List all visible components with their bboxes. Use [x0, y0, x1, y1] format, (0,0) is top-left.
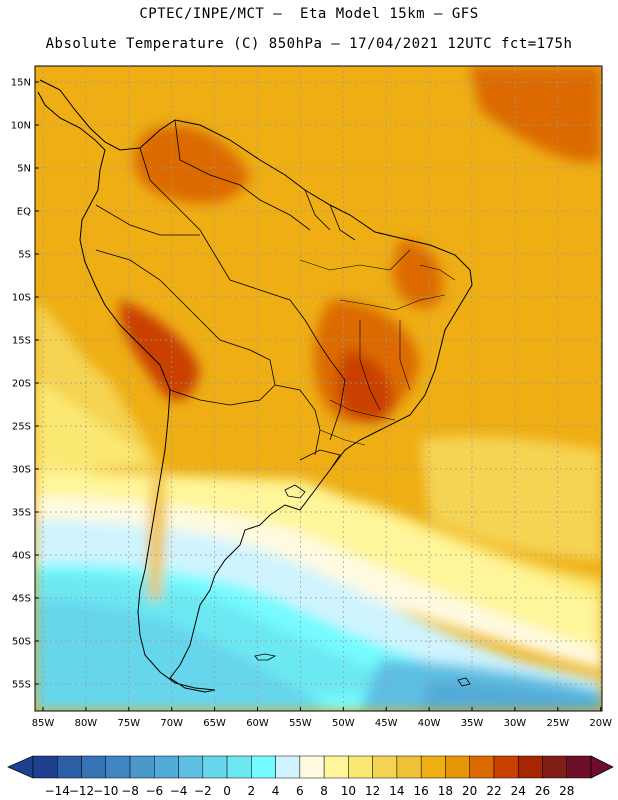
lat-label: 25S [12, 422, 31, 433]
lat-label: 10S [12, 293, 31, 304]
colorbar-swatch [202, 755, 228, 779]
lat-label: 50S [12, 637, 31, 648]
lat-label: 45S [12, 594, 31, 605]
colorbar-label: 24 [511, 784, 526, 798]
colorbar-label: 12 [365, 784, 380, 798]
color-scale-labels: −14−12−10 −8 −6 −4 −2 0 2 4 6 8 10 12 14 16 18 20 22 24 26… [45, 784, 575, 798]
colorbar-label: −10 [93, 784, 118, 798]
colorbar-label: −14 [45, 784, 70, 798]
colorbar-swatch [420, 755, 446, 779]
colorbar-label: 22 [486, 784, 501, 798]
map-title-line2: Absolute Temperature (C) 850hPa – 17/04/… [45, 36, 573, 52]
colorbar-swatch [372, 755, 398, 779]
lon-label: 85W [32, 718, 55, 729]
colorbar-label: −2 [194, 784, 212, 798]
colorbar-swatch [299, 755, 325, 779]
colorbar-swatch [396, 755, 422, 779]
longitude-labels: 85W 80W 75W 70W 65W 60W 55W 50W 45W 40W 35W 30W 25W 2… [32, 707, 612, 729]
lon-label: 25W [546, 718, 569, 729]
colorbar-swatch [105, 755, 131, 779]
colorbar-label: 20 [462, 784, 477, 798]
colorbar-left-arrow [7, 755, 34, 779]
lat-label: 40S [12, 551, 31, 562]
latitude-labels: 15N 10N 5N EQ 5S 10S 15S 20S 25S 30S 35S 40S 45S 50S 5… [11, 78, 39, 691]
lon-label: 75W [117, 718, 140, 729]
colorbar-label: 8 [320, 784, 328, 798]
colorbar-swatch [32, 755, 58, 779]
lat-label: 15N [11, 78, 31, 89]
colorbar-label: 0 [223, 784, 231, 798]
colorbar-swatch [445, 755, 470, 779]
colorbar-swatch [226, 755, 252, 779]
colorbar-swatch [493, 755, 519, 779]
state-borders [299, 249, 456, 446]
coastal-features [254, 484, 471, 687]
country-borders [95, 119, 356, 471]
colorbar-swatch [517, 755, 543, 779]
colorbar-swatch [566, 755, 592, 779]
lon-label: 65W [203, 718, 226, 729]
colorbar-swatch [178, 755, 204, 779]
lat-label: 15S [12, 336, 31, 347]
colorbar-label: 6 [296, 784, 304, 798]
lat-label: 30S [12, 465, 31, 476]
colorbar-label: −12 [69, 784, 94, 798]
lat-label: 35S [12, 508, 31, 519]
colorbar-swatch [275, 755, 301, 779]
lon-label: 60W [246, 718, 269, 729]
coastline [37, 79, 473, 693]
colorbar-swatch [81, 755, 107, 779]
colorbar-right-arrow [590, 755, 614, 779]
lon-label: 55W [289, 718, 312, 729]
colorbar-label: 4 [272, 784, 280, 798]
colorbar-label: 18 [438, 784, 453, 798]
colorbar-label: −6 [145, 784, 163, 798]
lon-label: 20W [589, 718, 612, 729]
colorbar-swatch [154, 755, 179, 779]
colorbar-swatch [251, 755, 276, 779]
lon-label: 35W [461, 718, 484, 729]
lon-label: 50W [332, 718, 355, 729]
lat-label: EQ [17, 207, 31, 218]
lat-label: 5S [18, 250, 31, 261]
map-title-line1: CPTEC/INPE/MCT – Eta Model 15km – GFS [139, 6, 479, 22]
colorbar-swatch [57, 755, 82, 779]
lon-label: 45W [375, 718, 398, 729]
lon-label: 30W [504, 718, 527, 729]
lon-label: 40W [418, 718, 441, 729]
colorbar-label: −4 [170, 784, 188, 798]
lat-label: 20S [12, 379, 31, 390]
colorbar-swatch [129, 755, 155, 779]
colorbar-label: −8 [121, 784, 139, 798]
lon-label: 80W [75, 718, 98, 729]
colorbar-label: 10 [341, 784, 356, 798]
temperature-field [35, 66, 602, 711]
colorbar-label: 2 [248, 784, 256, 798]
colorbar-label: 16 [414, 784, 429, 798]
lat-label: 10N [11, 121, 31, 132]
colorbar-swatch [348, 755, 373, 779]
colorbar-label: 28 [559, 784, 574, 798]
color-scale-bar [7, 755, 614, 779]
lat-label: 5N [17, 164, 31, 175]
colorbar-swatch [469, 755, 495, 779]
colorbar-swatch [542, 755, 567, 779]
colorbar-label: 14 [389, 784, 404, 798]
lon-label: 70W [160, 718, 183, 729]
colorbar-label: 26 [535, 784, 550, 798]
map-frame [34, 65, 603, 712]
colorbar-swatch [323, 755, 349, 779]
lat-label: 55S [12, 680, 31, 691]
